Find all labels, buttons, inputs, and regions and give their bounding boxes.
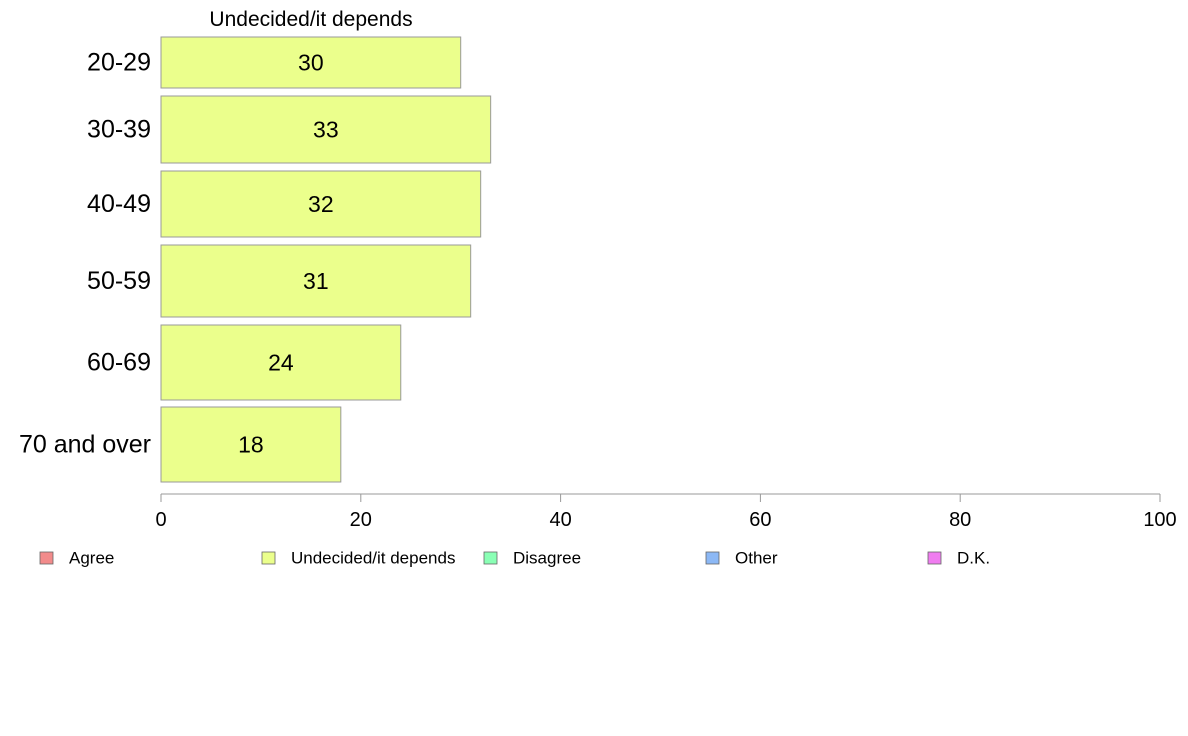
legend-item-label: D.K. [957, 549, 990, 568]
bar-value-label: 30 [298, 50, 324, 76]
legend-item-label: Agree [69, 549, 114, 568]
x-axis: 0 20 40 60 80 100 [155, 493, 1177, 531]
bar-70-and-over [160, 406, 342, 483]
legend-swatch [927, 551, 942, 565]
bar-value-label: 33 [313, 117, 339, 143]
legend-swatch [261, 551, 276, 565]
legend-swatch [483, 551, 498, 565]
chart-title: Undecided/it depends [209, 8, 412, 31]
bar-30-39 [160, 95, 492, 164]
bar-40-49 [160, 170, 482, 238]
x-tick-label: 80 [949, 509, 971, 531]
bar-50-59 [160, 244, 472, 318]
legend-item-label: Other [735, 549, 778, 568]
bar-60-69 [160, 324, 402, 401]
bar-value-label: 24 [268, 350, 294, 376]
category-label: 60-69 [87, 349, 151, 377]
bar-value-label: 31 [303, 268, 329, 294]
x-tick-label: 20 [350, 509, 372, 531]
category-label: 50-59 [87, 267, 151, 295]
category-label: 70 and over [19, 431, 151, 459]
x-tick-label: 60 [749, 509, 771, 531]
legend: Agree Undecided/it depends Disagree Other D.… [39, 549, 990, 568]
category-label: 40-49 [87, 190, 151, 218]
bar-value-label: 18 [238, 432, 264, 458]
category-label: 20-29 [87, 49, 151, 77]
legend-swatch [39, 551, 54, 565]
legend-swatch [705, 551, 720, 565]
x-tick-label: 0 [155, 509, 166, 531]
legend-item-label: Undecided/it depends [291, 549, 455, 568]
bars-group: 30 20-29 33 30-39 32 40-49 31 50-59 24 60-69 18 70 … [19, 36, 492, 483]
x-tick-label: 100 [1143, 509, 1176, 531]
category-label: 30-39 [87, 116, 151, 144]
legend-item-label: Disagree [513, 549, 581, 568]
bar-value-label: 32 [308, 191, 334, 217]
bar-20-29 [160, 36, 462, 89]
x-tick-label: 40 [549, 509, 571, 531]
